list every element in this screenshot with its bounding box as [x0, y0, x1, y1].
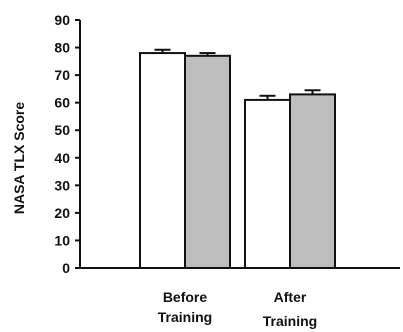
bars — [139, 48, 336, 270]
y-axis-ticks: 0 10 20 30 40 50 60 70 80 90 — [54, 12, 80, 276]
bar — [184, 54, 231, 270]
y-tick-label: 90 — [54, 12, 70, 28]
x-category-label: After Training — [263, 289, 317, 329]
bar — [289, 93, 336, 270]
y-tick-label: 50 — [54, 122, 70, 138]
x-category-label: Before Training — [158, 289, 212, 325]
y-tick-label: 20 — [54, 205, 70, 221]
y-tick-label: 0 — [62, 260, 70, 276]
x-axis-labels: Before Training After Training — [158, 289, 317, 329]
y-tick-label: 80 — [54, 40, 70, 56]
bar — [244, 98, 291, 269]
y-tick-label: 40 — [54, 150, 70, 166]
y-tick-label: 30 — [54, 177, 70, 193]
y-tick-label: 60 — [54, 95, 70, 111]
y-tick-label: 10 — [54, 232, 70, 248]
bar — [139, 52, 186, 269]
y-tick-label: 70 — [54, 67, 70, 83]
y-axis-title: NASA TLX Score — [11, 102, 27, 214]
